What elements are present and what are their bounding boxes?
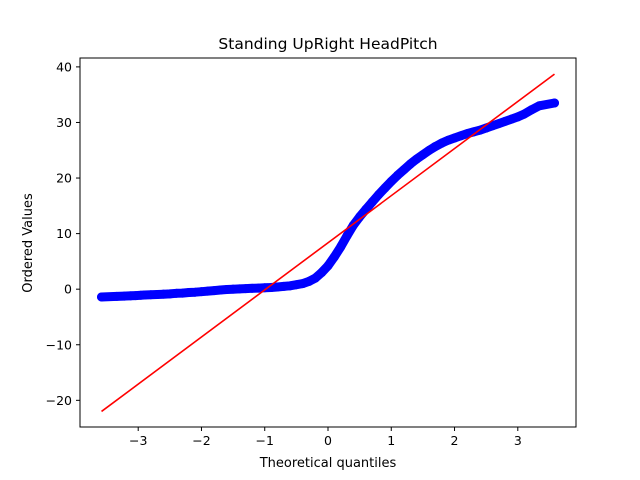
data-point [418,150,428,160]
data-point [310,273,320,283]
data-point [222,284,232,294]
data-point [355,212,365,222]
y-tick-label: 30 [56,115,72,130]
y-tick-label: 20 [56,171,72,186]
data-point [549,98,559,108]
data-point [112,291,122,301]
x-tick-label: 1 [387,433,395,448]
plot-frame [79,57,577,428]
data-point [241,284,251,294]
data-point [228,284,238,294]
data-point [386,176,396,186]
data-point [253,283,263,293]
x-tick-label: −2 [192,433,210,448]
data-point [119,291,129,301]
x-tick-label: 3 [514,433,522,448]
y-tick-label: −10 [46,337,72,352]
data-point [260,283,270,293]
data-point [146,290,156,300]
data-point [317,268,327,278]
x-axis-label: Theoretical quantiles [259,456,397,471]
plot-area [97,73,559,413]
fit-line [101,73,555,413]
y-tick-label: −20 [46,393,72,408]
y-tick-label: 10 [56,226,72,241]
x-tick-label: −3 [129,433,147,448]
data-point [247,283,257,293]
data-point [329,252,339,262]
data-point [534,101,544,111]
y-axis-label: Ordered Values [21,193,36,293]
data-point [519,109,529,119]
data-point [159,289,169,299]
y-tick-label: 40 [56,59,72,74]
data-point [97,292,107,302]
y-tick-label: 0 [64,282,72,297]
data-point [336,242,346,252]
data-point [412,154,422,164]
data-point [374,190,384,200]
x-axis: −3 −2 −1 0 1 2 3 [129,427,522,448]
x-tick-label: 2 [451,433,459,448]
data-point [152,289,162,299]
chart-title: Standing UpRight HeadPitch [218,35,437,53]
data-point [184,288,194,298]
data-point [393,170,403,180]
data-point [399,165,409,175]
data-point [367,197,377,207]
data-point [380,183,390,193]
data-point [140,290,150,300]
data-point [527,105,537,115]
data-point [342,231,352,241]
y-axis: −20 −10 0 10 20 30 40 [46,59,80,408]
data-point [361,204,371,214]
data-point [323,261,333,271]
data-point [405,159,415,169]
data-point [171,288,181,298]
x-tick-label: −1 [256,433,274,448]
x-tick-label: 0 [324,433,332,448]
data-point [234,284,244,294]
